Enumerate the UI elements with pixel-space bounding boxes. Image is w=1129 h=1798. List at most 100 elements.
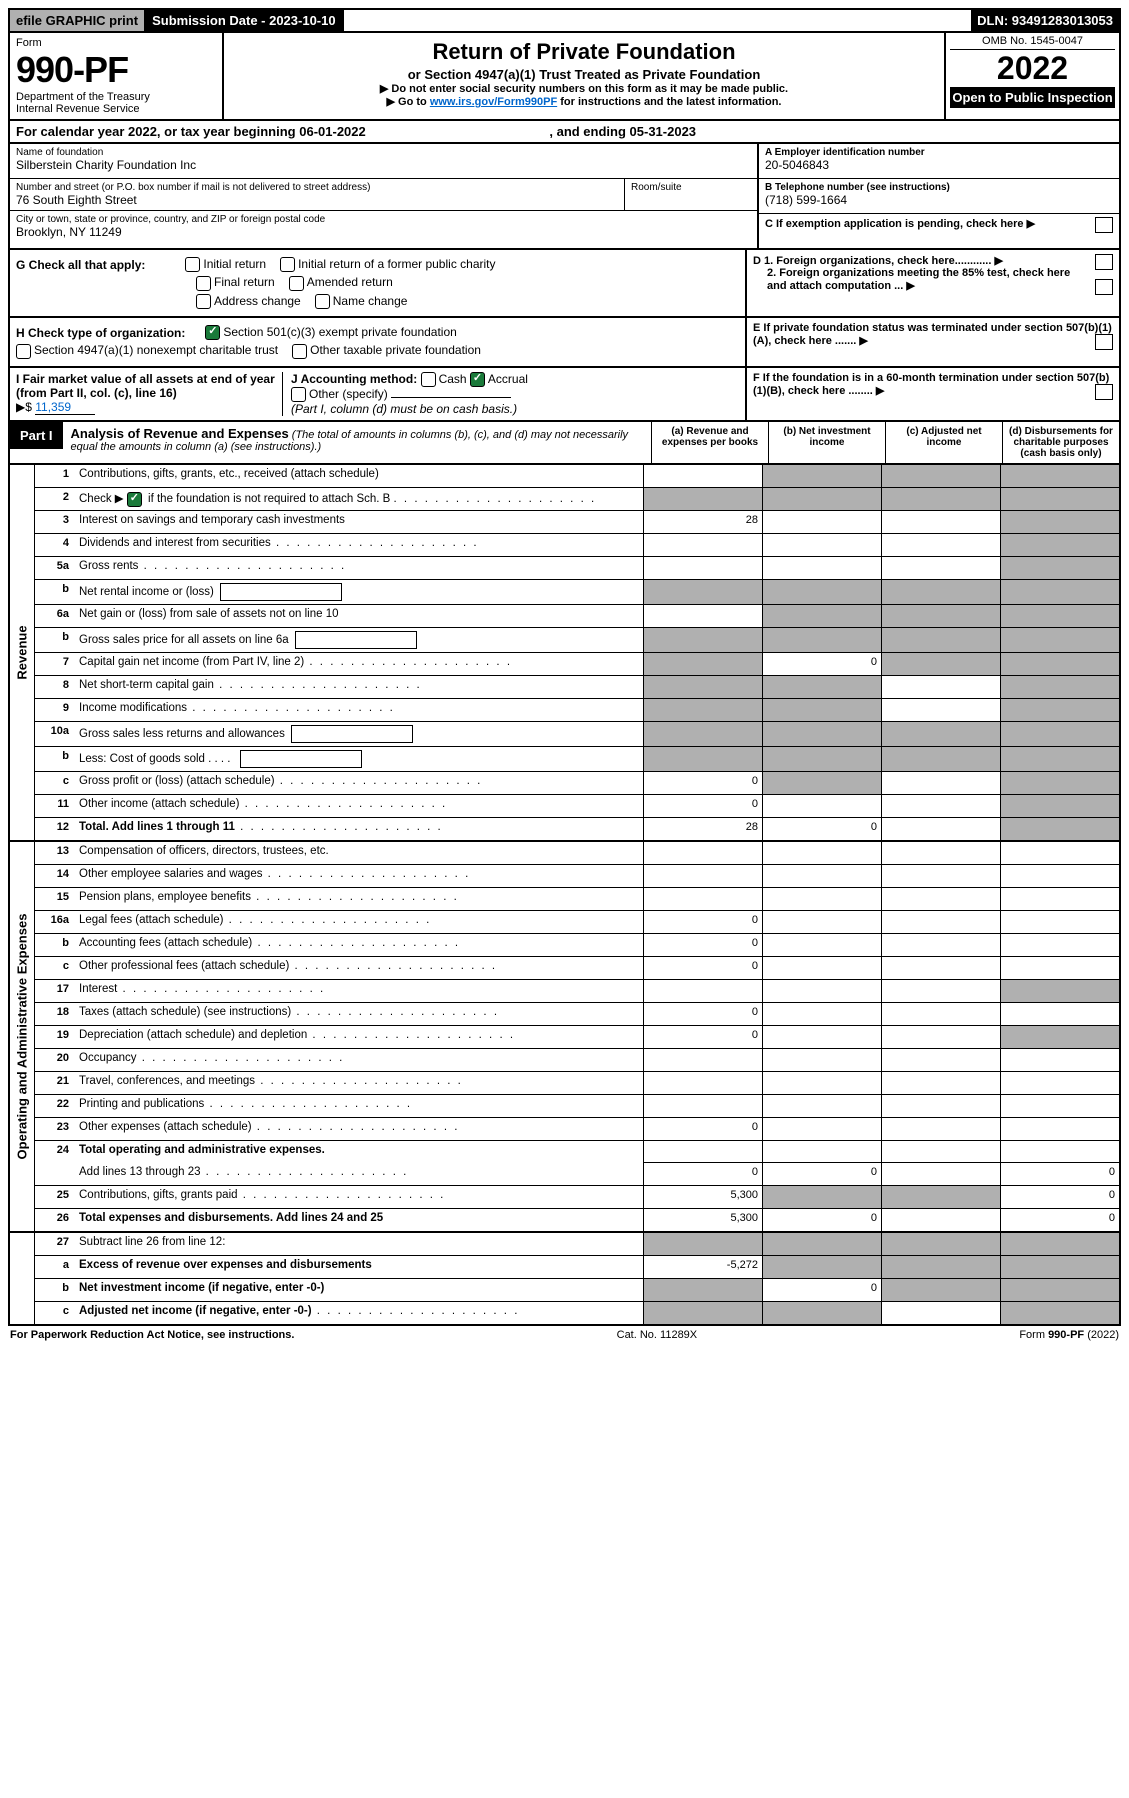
row-14: 14Other employee salaries and wages	[35, 865, 1119, 888]
g5-label: Address change	[214, 294, 301, 308]
h-label: H Check type of organization:	[16, 326, 185, 340]
j2-label: Accrual	[488, 372, 528, 386]
ein-value: 20-5046843	[765, 158, 1113, 172]
street-cell: Number and street (or P.O. box number if…	[10, 179, 625, 210]
r16c-label: Other professional fees (attach schedule…	[75, 957, 644, 979]
r27b-b: 0	[763, 1279, 882, 1301]
chk-other-taxable[interactable]	[292, 344, 307, 359]
note-post: for instructions and the latest informat…	[557, 96, 781, 108]
r23-label: Other expenses (attach schedule)	[75, 1118, 644, 1140]
chk-501c3[interactable]	[205, 325, 220, 340]
revenue-rows: 1Contributions, gifts, grants, etc., rec…	[35, 465, 1119, 840]
row-27a: aExcess of revenue over expenses and dis…	[35, 1256, 1119, 1279]
g2-label: Initial return of a former public charit…	[298, 257, 495, 271]
row-19: 19Depreciation (attach schedule) and dep…	[35, 1026, 1119, 1049]
footer-left: For Paperwork Reduction Act Notice, see …	[10, 1329, 294, 1341]
dept-irs: Internal Revenue Service	[16, 103, 216, 115]
row-24: 24Total operating and administrative exp…	[35, 1141, 1119, 1163]
row-16c: cOther professional fees (attach schedul…	[35, 957, 1119, 980]
g-checks: G Check all that apply: Initial return I…	[10, 250, 747, 316]
d2-box[interactable]	[1095, 279, 1113, 295]
chk-other-method[interactable]	[291, 387, 306, 402]
g3-label: Final return	[214, 275, 275, 289]
page-footer: For Paperwork Reduction Act Notice, see …	[8, 1326, 1121, 1344]
f-check: F If the foundation is in a 60-month ter…	[747, 368, 1119, 421]
r27b-label: Net investment income (if negative, ente…	[75, 1279, 644, 1301]
form-title: Return of Private Foundation	[230, 39, 938, 65]
note-pre: ▶ Go to	[387, 96, 430, 108]
chk-initial[interactable]	[185, 257, 200, 272]
foundation-name: Silberstein Charity Foundation Inc	[16, 158, 751, 172]
chk-name[interactable]	[315, 294, 330, 309]
row-23: 23Other expenses (attach schedule) 0	[35, 1118, 1119, 1141]
form-subtitle: or Section 4947(a)(1) Trust Treated as P…	[230, 67, 938, 82]
d2-label: 2. Foreign organizations meeting the 85%…	[767, 267, 1070, 292]
r24b-label: Add lines 13 through 23	[75, 1163, 644, 1185]
r25-d: 0	[1001, 1186, 1119, 1208]
efile-btn[interactable]: efile GRAPHIC print	[10, 10, 146, 31]
calendar-year-row: For calendar year 2022, or tax year begi…	[8, 121, 1121, 144]
col-c-head: (c) Adjusted net income	[886, 422, 1003, 463]
r1-label: Contributions, gifts, grants, etc., rece…	[75, 465, 644, 487]
ein-cell: A Employer identification number 20-5046…	[759, 144, 1119, 179]
r14-label: Other employee salaries and wages	[75, 865, 644, 887]
d-checks: D 1. Foreign organizations, check here..…	[747, 250, 1119, 316]
note-ssn: ▶ Do not enter social security numbers o…	[230, 82, 938, 95]
row-10a: 10aGross sales less returns and allowanc…	[35, 722, 1119, 747]
city-label: City or town, state or province, country…	[16, 214, 751, 225]
d1-box[interactable]	[1095, 254, 1113, 270]
c-label: C If exemption application is pending, c…	[765, 218, 1024, 230]
chk-schb[interactable]	[127, 492, 142, 507]
r12-b: 0	[763, 818, 882, 840]
row-5b: bNet rental income or (loss)	[35, 580, 1119, 605]
street-address: 76 South Eighth Street	[16, 193, 618, 207]
chk-initial-former[interactable]	[280, 257, 295, 272]
top-bar: efile GRAPHIC print Submission Date - 20…	[8, 8, 1121, 33]
r10c-label: Gross profit or (loss) (attach schedule)	[75, 772, 644, 794]
row-4: 4Dividends and interest from securities	[35, 534, 1119, 557]
chk-address[interactable]	[196, 294, 211, 309]
chk-accrual[interactable]	[470, 372, 485, 387]
e-box[interactable]	[1095, 334, 1113, 350]
irs-link[interactable]: www.irs.gov/Form990PF	[430, 96, 557, 108]
part1-title: Analysis of Revenue and Expenses	[71, 426, 289, 441]
h2-label: Section 4947(a)(1) nonexempt charitable …	[34, 343, 278, 357]
row-6b: bGross sales price for all assets on lin…	[35, 628, 1119, 653]
r7-label: Capital gain net income (from Part IV, l…	[75, 653, 644, 675]
row-6a: 6aNet gain or (loss) from sale of assets…	[35, 605, 1119, 628]
addr-label: Number and street (or P.O. box number if…	[16, 182, 618, 193]
check-section-g: G Check all that apply: Initial return I…	[8, 250, 1121, 318]
r8-label: Net short-term capital gain	[75, 676, 644, 698]
row-24b: Add lines 13 through 23 000	[35, 1163, 1119, 1186]
r23-a: 0	[644, 1118, 763, 1140]
chk-4947[interactable]	[16, 344, 31, 359]
revenue-table: Revenue 1Contributions, gifts, grants, e…	[8, 465, 1121, 842]
row-25: 25Contributions, gifts, grants paid 5,30…	[35, 1186, 1119, 1209]
open-public: Open to Public Inspection	[950, 87, 1115, 108]
chk-amended[interactable]	[289, 276, 304, 291]
e-label: E If private foundation status was termi…	[753, 322, 1112, 347]
arrow-icon: ▶	[1027, 218, 1035, 230]
r16a-a: 0	[644, 911, 763, 933]
h3-label: Other taxable private foundation	[310, 343, 481, 357]
chk-cash[interactable]	[421, 372, 436, 387]
j-note: (Part I, column (d) must be on cash basi…	[291, 402, 517, 416]
line27-rows: 27Subtract line 26 from line 12: aExcess…	[34, 1233, 1119, 1324]
c-checkbox[interactable]	[1095, 217, 1113, 233]
chk-final[interactable]	[196, 276, 211, 291]
j1-label: Cash	[439, 372, 467, 386]
j3-label: Other (specify)	[309, 387, 388, 401]
r22-label: Printing and publications	[75, 1095, 644, 1117]
r7-b: 0	[763, 653, 882, 675]
r2-label: Check ▶ if the foundation is not require…	[75, 488, 644, 510]
j-label: J Accounting method:	[291, 372, 417, 386]
part1-header: Part I Analysis of Revenue and Expenses …	[8, 422, 1121, 465]
r27-label: Subtract line 26 from line 12:	[75, 1233, 644, 1255]
r25-a: 5,300	[644, 1186, 763, 1208]
f-box[interactable]	[1095, 384, 1113, 400]
dln: DLN: 93491283013053	[971, 10, 1119, 31]
note-link: ▶ Go to www.irs.gov/Form990PF for instru…	[230, 95, 938, 108]
r12-label: Total. Add lines 1 through 11	[75, 818, 644, 840]
r10a-label: Gross sales less returns and allowances	[75, 722, 644, 746]
row-21: 21Travel, conferences, and meetings	[35, 1072, 1119, 1095]
